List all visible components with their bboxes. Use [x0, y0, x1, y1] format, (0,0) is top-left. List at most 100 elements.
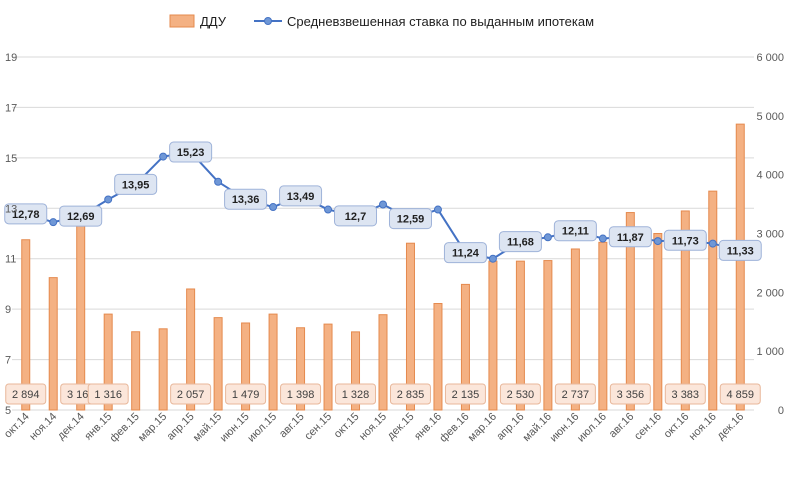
x-axis-tick-label: апр.15: [165, 411, 197, 443]
bar: [378, 314, 388, 411]
bar: [268, 313, 278, 411]
bar: [543, 260, 553, 411]
legend-line-marker: [264, 17, 272, 25]
line-point: [324, 205, 333, 214]
bar-label-box: [335, 383, 377, 405]
x-axis-tick-label: ноя.14: [27, 411, 59, 443]
line-label-box: [498, 231, 542, 253]
line-data-label: 11,33: [727, 245, 754, 257]
x-axis-tick-label: дек.14: [55, 411, 87, 443]
bar: [405, 242, 415, 411]
bar-data-label: 2 894: [12, 389, 40, 401]
bar-label-box: [554, 383, 596, 405]
bar-data-label: 1 398: [287, 389, 315, 401]
x-axis-tick-label: дек.15: [385, 411, 417, 443]
line-point: [379, 200, 387, 209]
right-axis-tick-label: 5 000: [756, 111, 784, 123]
bar-data-labels: 2 894 3 164 1 316 2 057 1 479 1 398 1 328 2 835…: [5, 383, 761, 405]
line-label-box: [718, 239, 762, 261]
bar: [76, 223, 86, 411]
bar: [213, 317, 223, 411]
x-axis-tick-label: дек.16: [715, 411, 747, 443]
bar-data-label: 1 316: [94, 389, 122, 401]
bar: [653, 233, 663, 411]
bar-data-label: 2 530: [507, 389, 535, 401]
bar-data-label: 2 135: [452, 389, 480, 401]
bar: [625, 212, 635, 411]
legend-line-label: Средневзвешенная ставка по выданным ипот…: [287, 14, 594, 29]
line-point: [104, 195, 113, 204]
line-point: [598, 234, 607, 243]
bar-label-box: [170, 383, 212, 405]
line-point: [708, 239, 717, 248]
bar-data-label: 2 835: [397, 389, 425, 401]
bar-label-box: [389, 383, 431, 405]
legend-bar-label: ДДУ: [200, 14, 227, 29]
line-label-box: [388, 208, 432, 230]
bar: [21, 239, 31, 411]
legend-bar-swatch: [169, 14, 195, 28]
x-axis-tick-label: июн.16: [548, 411, 582, 445]
bar: [598, 241, 608, 411]
bar-data-label: 2 737: [562, 389, 590, 401]
bar-series: [21, 123, 745, 411]
line-data-label: 11,24: [452, 248, 480, 260]
bar: [296, 327, 306, 411]
line-point: [653, 237, 662, 246]
x-axis-tick-label: авг.16: [607, 411, 637, 441]
left-axis-tick-label: 11: [5, 254, 16, 266]
bar-data-label: 1 479: [232, 389, 260, 401]
right-axis-tick-label: 0: [778, 405, 784, 417]
bar-label-box: [225, 383, 267, 405]
right-axis-tick-label: 6 000: [756, 52, 784, 64]
bar: [186, 288, 196, 411]
left-axis-tick-label: 17: [5, 102, 17, 114]
bar: [680, 210, 690, 411]
right-axis-ticks: 0 1 000 2 000 3 000 4 000 5 000 6 000: [756, 52, 784, 417]
x-axis-tick-label: май.16: [521, 411, 554, 444]
line-point: [543, 233, 552, 242]
bar-data-label: 4 859: [726, 389, 754, 401]
line-point: [159, 152, 168, 161]
line-label-box: [443, 242, 487, 264]
line-data-label: 13,95: [122, 179, 150, 191]
bar: [48, 277, 58, 411]
x-axis-tick-label: май.15: [191, 411, 224, 444]
left-axis-tick-label: 5: [5, 405, 11, 417]
x-axis-tick-label: фев.15: [108, 411, 142, 445]
bar-label-box: [87, 383, 129, 405]
x-axis-tick-label: сен.16: [632, 411, 664, 443]
x-axis-tick-label: окт.16: [662, 411, 692, 441]
line-data-label: 12,69: [67, 211, 95, 223]
line-label-box: [334, 205, 378, 227]
bar: [351, 331, 361, 411]
left-axis-tick-label: 9: [5, 304, 11, 316]
bar-label-box: [609, 383, 651, 405]
bar-label-box: [499, 383, 541, 405]
line-data-label: 12,78: [12, 209, 40, 221]
x-axis-tick-label: мар.16: [466, 411, 499, 444]
x-axis-tick-label: мар.15: [136, 411, 169, 444]
line-data-label: 11,73: [672, 235, 699, 247]
line-data-label: 13,36: [232, 194, 260, 206]
x-axis-tick-label: фев.16: [437, 411, 471, 445]
line-label-box: [59, 205, 103, 227]
line-data-label: 12,59: [397, 214, 425, 226]
left-axis-ticks: 5 7 9 11 13 15 17 19: [5, 52, 17, 417]
line-data-label: 12,7: [345, 211, 366, 223]
right-axis-tick-label: 3 000: [756, 229, 784, 241]
bar-data-label: 3 383: [672, 389, 700, 401]
bar: [433, 303, 443, 411]
bar-data-label: 1 328: [342, 389, 370, 401]
line-label-box: [169, 141, 213, 163]
line-data-label: 15,23: [177, 147, 205, 159]
bar: [488, 260, 498, 411]
bar: [131, 331, 141, 411]
bar: [241, 322, 251, 411]
bar-label-box: [664, 383, 706, 405]
x-axis-tick-label: окт.15: [332, 411, 362, 441]
line-data-label: 11,68: [507, 237, 534, 249]
left-axis-tick-label: 15: [5, 153, 17, 165]
bar: [735, 123, 745, 411]
